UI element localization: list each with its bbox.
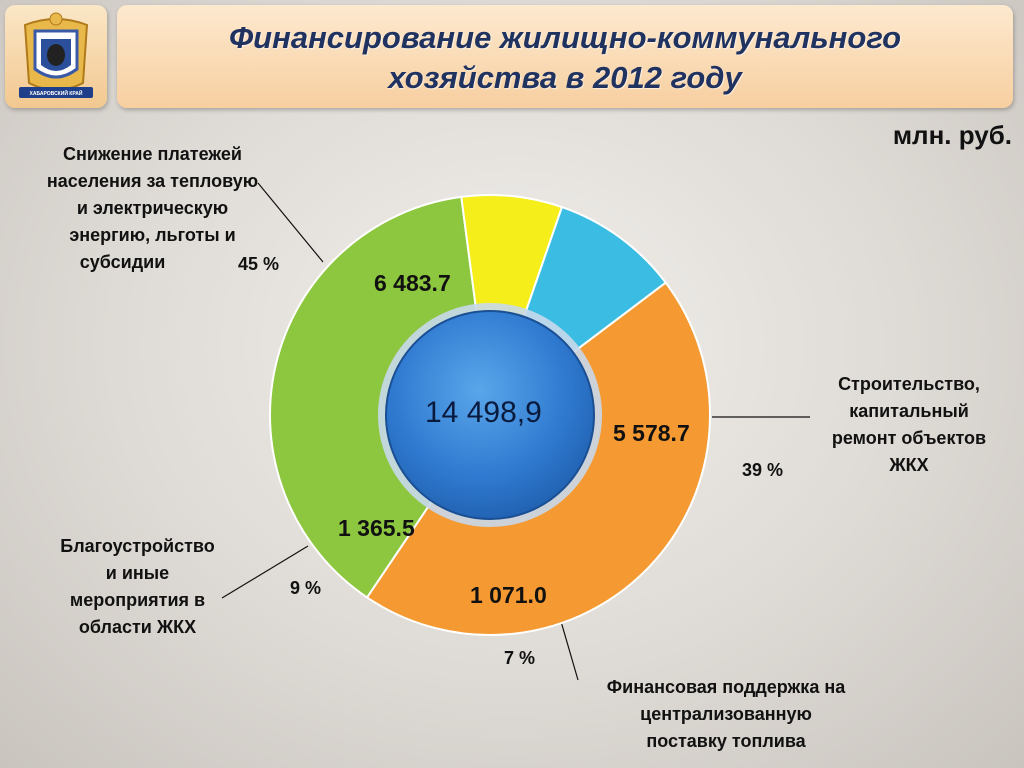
leader-line-3 [559,617,579,681]
coat-of-arms-icon: ХАБАРОВСКИЙ КРАЙ [19,12,93,98]
slice-label-3: Финансовая поддержка на централизованную… [606,677,846,751]
slice-label-1: Снижение платежей населения за тепловую … [46,144,259,272]
slice-value-3: 1 071.0 [470,582,547,608]
leader-line-4 [221,545,309,599]
center-circle [385,310,595,520]
emblem-box: ХАБАРОВСКИЙ КРАЙ [5,5,107,108]
leader-line-1 [257,182,324,263]
slice-percent-2: 39 % [742,460,784,480]
title-line-2: хозяйства в 2012 году [388,60,742,95]
title-line-1: Финансирование жилищно-коммунального [228,20,902,55]
slice-label-4: Благоустройство и иные мероприятия в обл… [60,536,215,637]
slice-percent-1: 45 % [238,254,280,274]
emblem-text: ХАБАРОВСКИЙ КРАЙ [30,89,83,97]
slice-value-1: 6 483.7 [374,270,451,296]
slice-value-2: 5 578.7 [613,420,690,446]
title-banner [117,5,1013,108]
slice-value-4: 1 365.5 [338,515,415,541]
unit-label: млн. руб. [892,120,1012,150]
slice-percent-4: 9 % [290,578,322,598]
slice-percent-3: 7 % [504,648,536,668]
page-title: Финансирование жилищно-коммунального хоз… [117,18,1013,98]
slice-label-2: Строительство, капитальный ремонт объект… [831,374,987,475]
total-value: 14 498,9 [425,396,542,429]
